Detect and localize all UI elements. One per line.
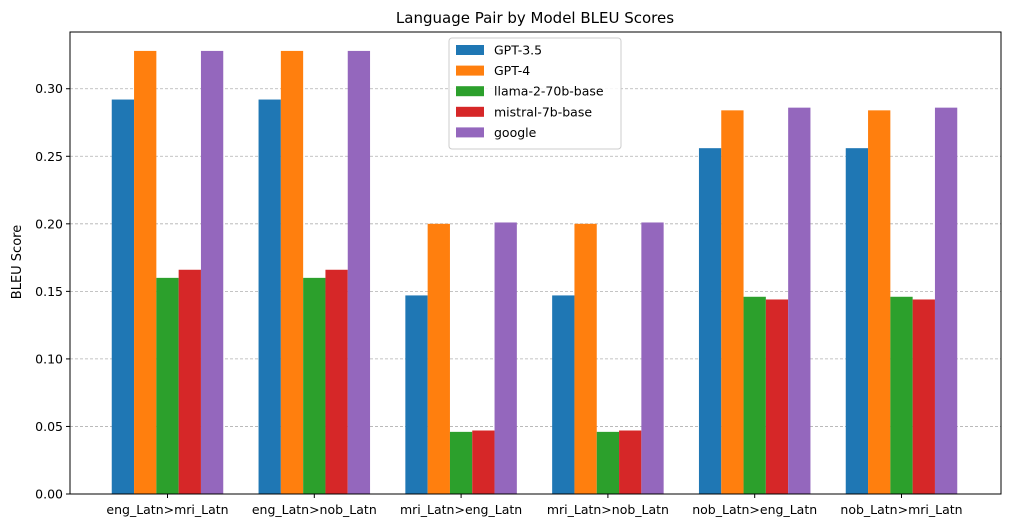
bar	[347, 50, 371, 494]
bar	[178, 269, 201, 494]
legend-swatch	[456, 45, 484, 55]
bar	[303, 277, 326, 494]
bar	[845, 148, 869, 494]
y-tick-label: 0.30	[35, 81, 63, 96]
bar	[280, 50, 304, 494]
bar	[405, 295, 428, 494]
bar	[934, 107, 958, 495]
legend-label: GPT-3.5	[494, 43, 542, 58]
x-tick-label: eng_Latn>nob_Latn	[252, 502, 377, 517]
bar	[721, 110, 744, 494]
bar	[200, 50, 224, 494]
bar	[258, 99, 281, 495]
bars	[111, 50, 958, 495]
x-tick-label: mri_Latn>nob_Latn	[547, 502, 669, 517]
bar	[472, 430, 495, 494]
bar	[868, 110, 891, 494]
bar	[427, 223, 450, 494]
legend-swatch	[456, 106, 484, 117]
legend-box	[448, 37, 622, 150]
y-axis: 0.00 0.05 0.10 0.15 0.20 0.25 0.30	[35, 81, 70, 502]
y-axis-label: BLEU Score	[10, 225, 25, 299]
legend-label: mistral-7b-base	[494, 104, 592, 119]
legend-swatch	[456, 65, 484, 76]
plot-frame	[69, 31, 1002, 495]
y-tick-label: 0.10	[35, 351, 63, 366]
legend-label: llama-2-70b-base	[494, 84, 604, 99]
bar	[743, 296, 766, 494]
bar	[912, 299, 935, 494]
x-tick-label: nob_Latn>eng_Latn	[692, 502, 817, 517]
bar	[494, 222, 517, 494]
legend: GPT-3.5 GPT-4 llama-2-70b-base mistral-7b-b…	[448, 37, 622, 150]
bar	[698, 148, 722, 494]
bar	[890, 296, 913, 494]
legend-swatch	[456, 86, 484, 97]
bar	[641, 222, 664, 494]
y-tick-label: 0.05	[35, 419, 63, 434]
bar	[596, 431, 620, 494]
x-axis: eng_Latn>mri_Latn eng_Latn>nob_Latn mri_La…	[106, 494, 963, 517]
legend-label: google	[494, 125, 537, 140]
bar	[134, 50, 157, 494]
y-tick-label: 0.00	[35, 487, 63, 502]
chart-title: Language Pair by Model BLEU Scores	[396, 9, 674, 27]
bar	[574, 223, 597, 494]
x-tick-label: eng_Latn>mri_Latn	[106, 502, 228, 517]
bar	[619, 430, 642, 494]
bar	[325, 269, 348, 494]
y-tick-label: 0.20	[35, 216, 63, 231]
bar	[111, 99, 135, 495]
y-tick-label: 0.15	[35, 284, 63, 299]
bar	[449, 431, 473, 494]
legend-swatch	[456, 127, 484, 138]
bar	[788, 107, 811, 495]
x-tick-label: nob_Latn>mri_Latn	[840, 502, 962, 517]
bar	[552, 295, 575, 494]
legend-label: GPT-4	[494, 63, 530, 78]
bar	[156, 277, 179, 494]
y-tick-label: 0.25	[35, 149, 63, 164]
x-tick-label: mri_Latn>eng_Latn	[400, 502, 522, 517]
bar	[765, 299, 789, 494]
